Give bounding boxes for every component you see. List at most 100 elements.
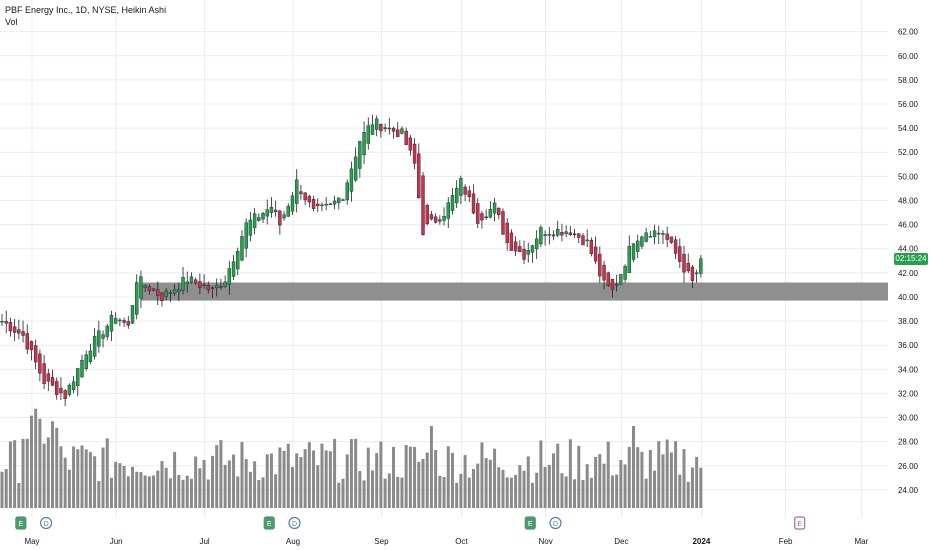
dividend-icon [39,516,53,530]
earnings-marker[interactable]: E [524,516,536,530]
volume-bar [653,470,657,508]
candle-body [118,319,122,322]
candle-body [341,199,345,201]
candle-body [530,245,535,253]
earnings-icon [15,516,27,530]
candle-body [627,245,631,273]
volume-bar [619,460,623,508]
candle-body [526,250,530,255]
volume-bar [51,421,55,508]
volume-label[interactable]: Vol [5,17,18,27]
volume-bar [135,471,139,508]
dividend-marker[interactable]: D [39,516,53,530]
dividend-marker[interactable]: D [288,516,301,530]
volume-bar [93,456,97,508]
earnings-marker[interactable]: E [263,516,275,530]
candle-body [33,345,38,363]
volume-bar [455,482,459,508]
candle-body [471,193,476,214]
x-tick-label: Dec [614,537,628,546]
candle-body [227,268,232,285]
candle-body [572,233,577,235]
x-tick-label: May [24,537,39,546]
candle-body [231,261,236,277]
candle-body [556,229,560,236]
candle-body [210,287,215,289]
candle-body [661,233,665,235]
candle-body [63,390,67,399]
candle-body [678,246,682,262]
x-tick-label: Jun [110,537,123,546]
candle-body [21,331,25,336]
volume-bar [610,475,614,508]
earnings-marker[interactable]: E [15,516,27,530]
candle-body [172,289,177,294]
candle-body [686,262,690,272]
candle-body [657,232,661,235]
candle-body [442,216,446,221]
volume-bar [227,460,231,508]
volume-bar [105,438,109,508]
volume-bar [299,457,303,508]
candle-body [177,289,181,292]
y-tick-label: 48.00 [898,196,919,205]
volume-bar [160,461,164,508]
volume-bar [139,472,143,508]
volume-bar [341,478,345,508]
volume-bar [392,447,396,508]
candle-body [534,238,539,250]
candle-body [295,179,299,204]
candle-body [648,236,653,238]
volume-bar [337,482,341,508]
candle-body [67,384,72,395]
volume-bar [602,463,606,508]
candle-body [568,232,573,236]
x-tick-label: 2024 [692,537,710,546]
volume-bar [505,477,509,508]
candle-body [509,232,514,251]
candle-body [400,128,404,134]
volume-bar [514,474,518,508]
earnings-icon [263,516,275,530]
candle-body [147,286,152,292]
x-tick-label: Feb [779,537,793,546]
y-tick-label: 38.00 [898,317,919,326]
volume-bar [476,463,480,508]
candle-body [25,333,29,350]
candle-body [408,137,413,151]
candle-body [669,236,674,243]
earnings-marker[interactable]: E [794,516,806,530]
chart-title[interactable]: PBF Energy Inc., 1D, NYSE, Heikin Ashi [5,5,167,15]
x-tick-label: Aug [286,537,300,546]
volume-bar [126,476,130,508]
event-label: D [44,521,49,528]
volume-bar [63,457,67,508]
volume-bar [29,415,33,508]
candle-body [282,214,286,219]
candle-body [518,246,522,253]
x-tick-label: Oct [455,537,468,546]
volume-bar [404,444,408,508]
candle-body [619,274,623,285]
volume-bar [366,447,370,508]
candle-body [164,290,168,297]
dividend-marker[interactable]: D [549,516,562,530]
volume-bar [370,470,374,508]
candle-body [396,129,400,138]
candle-body [690,266,695,281]
y-tick-label: 56.00 [898,100,919,109]
volume-bar [358,471,362,508]
candle-body [215,285,219,289]
volume-bar [320,443,324,508]
candle-body [328,203,333,206]
candle-body [76,368,80,386]
x-tick-label: Sep [374,537,389,546]
volume-bar [46,437,50,508]
volume-bar [526,456,530,508]
volume-bar [665,439,669,508]
volume-bar [413,446,417,508]
volume-bar [669,452,673,508]
volume-bar [362,480,366,508]
